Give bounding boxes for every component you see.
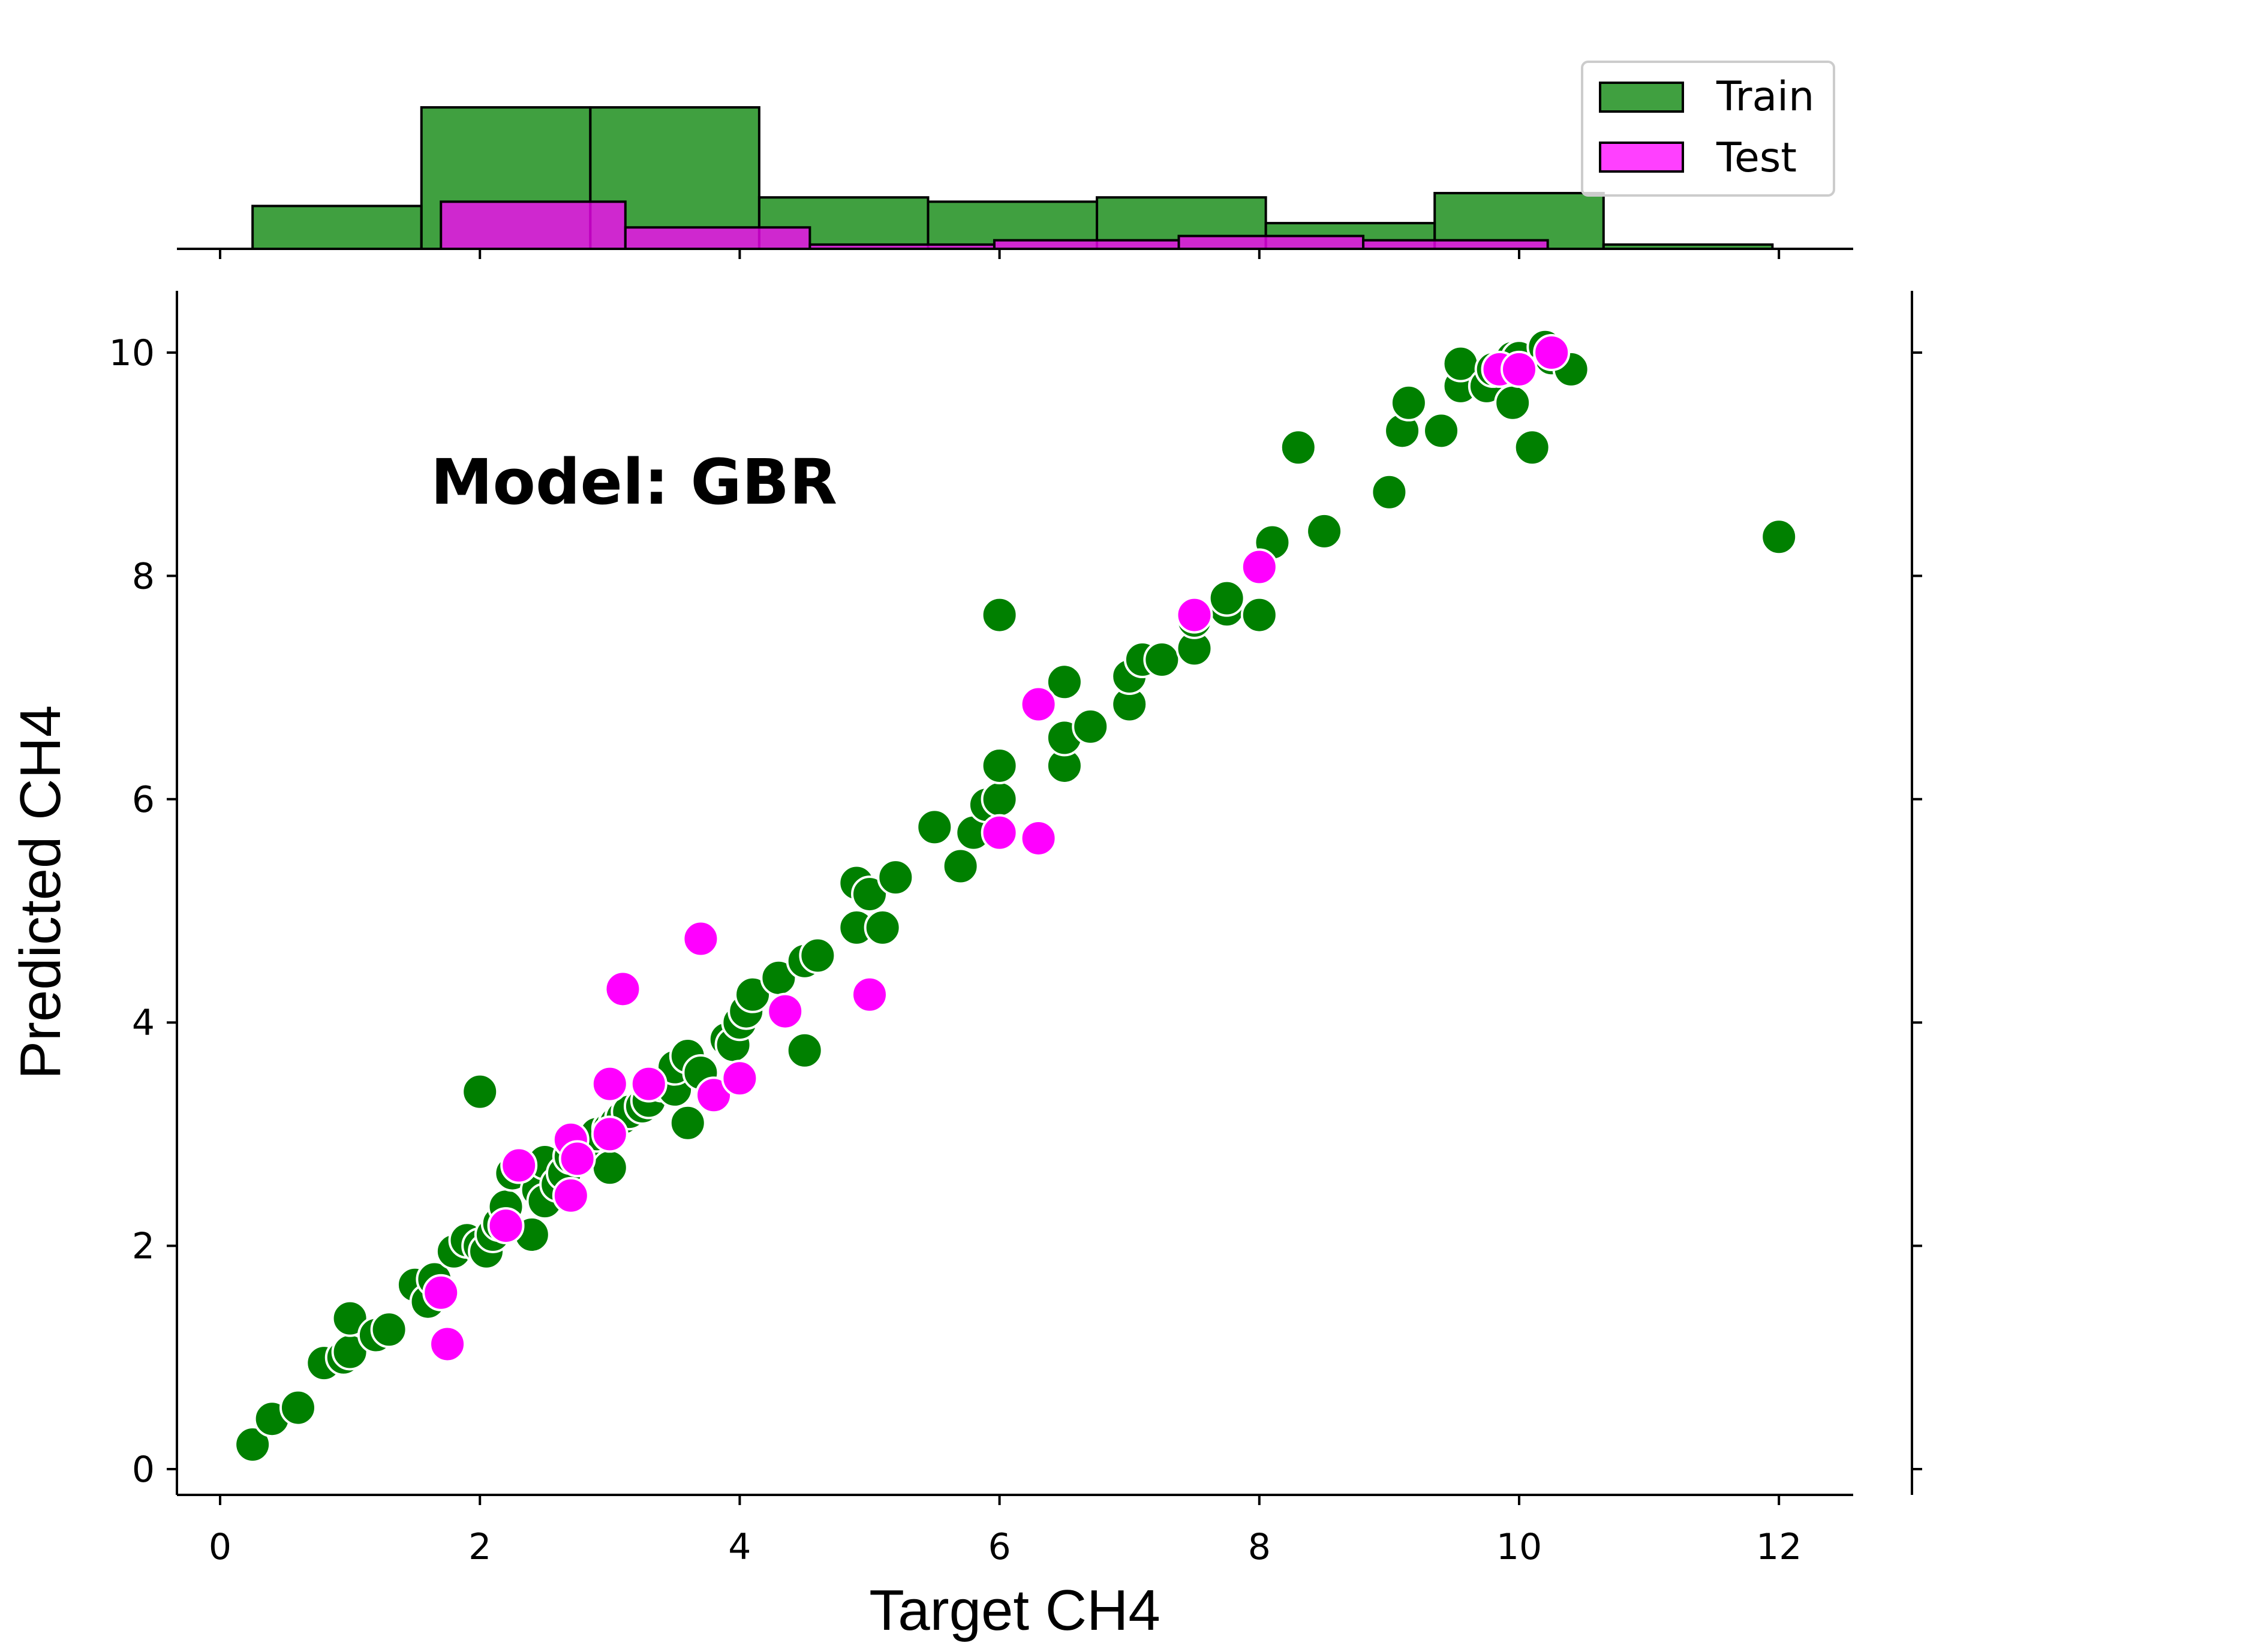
scatter-point-train	[1760, 518, 1798, 556]
scatter-point-train	[1143, 641, 1181, 679]
scatter-point-train	[851, 875, 888, 913]
histogram-bar-train	[251, 204, 423, 250]
scatter-point-train	[461, 1073, 499, 1111]
scatter-point-test	[429, 1325, 467, 1363]
scatter-point-train	[669, 1104, 706, 1142]
histogram-bar-test	[624, 226, 811, 250]
scatter-point-train	[1423, 412, 1460, 450]
histogram-bar-test	[1362, 239, 1549, 251]
scatter-point-test	[1020, 685, 1057, 723]
x-ticks: 0 2 4 6 8 10 12	[209, 1495, 1802, 1568]
scatter-point-test	[591, 1115, 629, 1153]
y-axis-title: Predicted CH4	[8, 705, 73, 1079]
scatter-point-train	[1240, 596, 1278, 634]
scatter-point-train	[331, 1299, 369, 1337]
legend-label-test: Test	[1716, 134, 1797, 182]
scatter-point-test	[721, 1060, 759, 1097]
y-tick-label: 4	[132, 1002, 155, 1044]
scatter-point-train	[864, 908, 901, 946]
x-tick-label: 8	[1248, 1526, 1271, 1568]
scatter-point-test	[851, 976, 888, 1013]
y-tick-label: 6	[132, 779, 155, 821]
scatter-point-test	[682, 920, 720, 958]
histogram-bar-test	[1177, 234, 1365, 250]
legend: Train Test	[1581, 61, 1835, 197]
marginal-histogram	[251, 106, 1774, 251]
x-tick-label: 12	[1756, 1526, 1802, 1568]
scatter-point-test	[1501, 350, 1538, 388]
y-tick-label: 8	[132, 555, 155, 597]
scatter-point-test	[558, 1140, 596, 1178]
scatter-point-train	[591, 1149, 629, 1187]
scatter-point-test	[591, 1065, 629, 1103]
scatter-point-train	[1208, 579, 1246, 617]
histogram-bar-test	[440, 200, 627, 251]
scatter-point-test	[604, 970, 642, 1008]
y-tick-label: 0	[132, 1449, 155, 1491]
x-tick-label: 0	[209, 1526, 231, 1568]
scatter-points	[234, 328, 1798, 1464]
scatter-point-train	[1494, 384, 1532, 422]
scatter-point-train	[786, 1031, 823, 1069]
scatter-point-train	[1370, 473, 1408, 511]
scatter-point-train	[981, 747, 1018, 784]
scatter-point-train	[1390, 384, 1427, 422]
x-tick-label: 4	[728, 1526, 751, 1568]
x-axis-title: Target CH4	[869, 1578, 1160, 1642]
scatter-point-train	[234, 1426, 272, 1464]
scatter-point-test	[630, 1065, 668, 1103]
scatter-point-train	[1072, 708, 1110, 745]
scatter-point-train	[734, 976, 772, 1013]
histogram-x-ticks	[219, 249, 1781, 259]
scatter-point-test	[1533, 334, 1571, 371]
scatter-point-train	[370, 1311, 408, 1349]
scatter-point-test	[1175, 596, 1213, 634]
scatter-point-train	[942, 847, 979, 885]
scatter-point-test	[981, 814, 1018, 851]
y-tick-label: 10	[109, 332, 155, 374]
histogram-bar-test	[993, 239, 1180, 251]
scatter-point-train	[981, 596, 1018, 634]
x-tick-label: 2	[468, 1526, 491, 1568]
legend-label-train: Train	[1716, 73, 1814, 121]
scatter-point-test	[1020, 819, 1057, 857]
scatter-point-train	[279, 1389, 317, 1427]
legend-swatch-test	[1599, 142, 1684, 173]
legend-swatch-train	[1599, 82, 1684, 113]
y-tick-label: 2	[132, 1226, 155, 1268]
y-ticks: 0 2 4 6 8 10	[109, 332, 1922, 1491]
scatter-point-test	[500, 1147, 538, 1184]
x-tick-label: 6	[988, 1526, 1011, 1568]
scatter-point-test	[422, 1274, 460, 1311]
scatter-point-test	[487, 1207, 525, 1245]
scatter-point-train	[1306, 512, 1343, 550]
scatter-point-train	[916, 808, 954, 846]
scatter-point-train	[799, 937, 837, 974]
scatter-point-train	[1045, 663, 1083, 701]
scatter-point-train	[877, 859, 915, 896]
scatter-point-train	[981, 780, 1018, 818]
model-annotation: Model: GBR	[431, 446, 837, 519]
scatter-point-train	[1513, 429, 1551, 467]
scatter-point-test	[1240, 548, 1278, 586]
scatter-point-train	[1279, 429, 1317, 467]
scatter-point-test	[766, 992, 804, 1030]
scatter-point-test	[695, 1076, 733, 1114]
scatter-point-test	[552, 1176, 590, 1214]
x-tick-label: 10	[1496, 1526, 1542, 1568]
